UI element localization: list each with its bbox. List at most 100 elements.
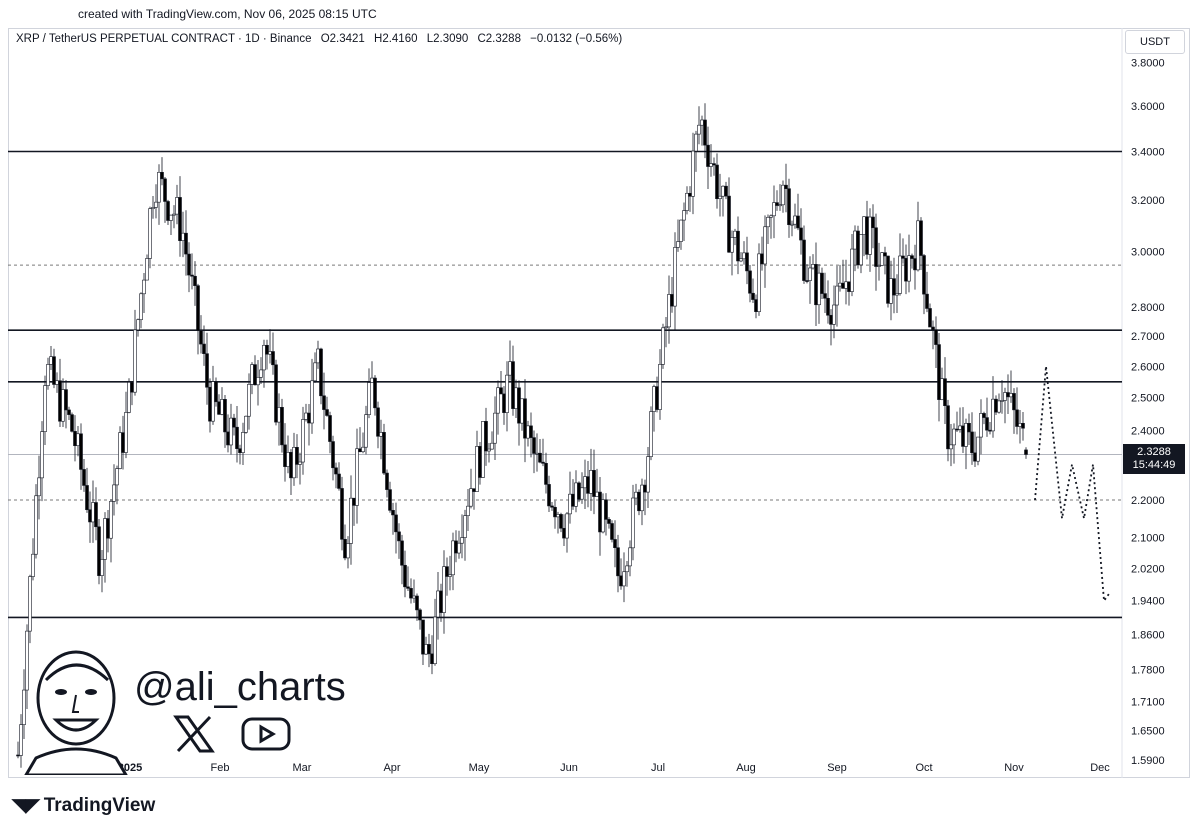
candle-body bbox=[148, 208, 152, 259]
candle-body bbox=[106, 518, 110, 539]
candle-body bbox=[451, 540, 455, 576]
candle-body bbox=[151, 207, 155, 209]
candle-body bbox=[112, 484, 116, 502]
y-tick-label: 1.7800 bbox=[1131, 665, 1165, 677]
candle-body bbox=[982, 413, 986, 418]
candle-body bbox=[760, 253, 764, 265]
candle-body bbox=[121, 432, 125, 453]
candle-body bbox=[469, 488, 473, 507]
candle-body bbox=[655, 386, 659, 410]
candle-body bbox=[535, 452, 539, 455]
candle-body bbox=[142, 279, 146, 295]
candle-body bbox=[880, 252, 884, 266]
candle-body bbox=[832, 304, 836, 325]
candle-body bbox=[778, 204, 782, 207]
candle-body bbox=[325, 409, 329, 416]
candle-body bbox=[532, 437, 536, 454]
candle-body bbox=[181, 232, 185, 241]
candle-body bbox=[844, 281, 848, 289]
candle-body bbox=[859, 234, 863, 266]
candle-body bbox=[712, 163, 716, 166]
candle-body bbox=[391, 510, 395, 516]
candle-body bbox=[193, 275, 197, 286]
candle-body bbox=[700, 119, 704, 126]
candle-body bbox=[1009, 393, 1013, 398]
currency-unit-button[interactable]: USDT bbox=[1125, 30, 1185, 54]
candle-body bbox=[235, 426, 239, 449]
candle-body bbox=[568, 493, 572, 515]
candle-body bbox=[40, 431, 44, 479]
candle-body bbox=[331, 441, 335, 469]
candle-body bbox=[127, 382, 131, 413]
candle-body bbox=[946, 405, 950, 450]
x-tick-label: Aug bbox=[736, 762, 756, 774]
candle-body bbox=[766, 216, 770, 228]
candle-body bbox=[997, 400, 1001, 413]
candle-body bbox=[76, 433, 80, 447]
candle-body bbox=[49, 356, 53, 365]
candle-body bbox=[646, 456, 650, 493]
candle-body bbox=[412, 595, 416, 599]
candle-body bbox=[715, 164, 719, 200]
watermark-handle: @ali_charts bbox=[134, 665, 346, 709]
tradingview-logo-icon: ◥◤ bbox=[12, 795, 40, 815]
candle-body bbox=[934, 329, 938, 345]
candle-body bbox=[988, 429, 992, 432]
candle-body bbox=[661, 327, 665, 365]
candle-body bbox=[364, 414, 368, 448]
x-logo-icon bbox=[173, 715, 215, 753]
candle-body bbox=[916, 220, 920, 271]
candle-body bbox=[688, 192, 692, 197]
candle-body bbox=[487, 448, 491, 452]
candle-body bbox=[652, 386, 656, 412]
candle-body bbox=[907, 255, 911, 282]
y-tick-label: 2.7000 bbox=[1131, 331, 1165, 343]
candle-body bbox=[220, 399, 224, 415]
last-price-value: 2.3288 bbox=[1137, 446, 1171, 458]
candle-body bbox=[985, 417, 989, 431]
candle-body bbox=[370, 377, 374, 383]
y-tick-label: 2.5000 bbox=[1131, 393, 1165, 405]
candle-body bbox=[814, 264, 818, 306]
candle-body bbox=[721, 185, 725, 197]
candle-body bbox=[166, 201, 170, 221]
candle-body bbox=[337, 473, 341, 489]
candle-body bbox=[169, 214, 173, 221]
candle-body bbox=[283, 444, 287, 467]
candle-body bbox=[838, 282, 842, 287]
tradingview-brand[interactable]: ◥◤ TradingView bbox=[12, 795, 155, 817]
candle-body bbox=[307, 412, 311, 424]
created-line: created with TradingView.com, Nov 06, 20… bbox=[78, 7, 377, 21]
candle-body bbox=[637, 491, 641, 512]
x-tick-label: Sep bbox=[827, 762, 847, 774]
candle-body bbox=[514, 387, 518, 409]
candle-body bbox=[889, 278, 893, 304]
candle-body bbox=[433, 616, 437, 665]
candle-body bbox=[718, 195, 722, 200]
candle-body bbox=[499, 387, 503, 395]
candle-body bbox=[58, 380, 62, 422]
candle-body bbox=[334, 467, 338, 475]
candle-body bbox=[949, 444, 953, 450]
avatar-illustration bbox=[24, 650, 128, 775]
candle-body bbox=[847, 281, 851, 292]
candle-body bbox=[52, 356, 56, 385]
candle-body bbox=[199, 330, 203, 345]
candle-body bbox=[730, 237, 734, 253]
candle-body bbox=[631, 497, 635, 549]
candle-body bbox=[205, 353, 209, 388]
x-tick-label: Mar bbox=[293, 762, 312, 774]
candle-body bbox=[808, 267, 812, 281]
candle-body bbox=[1015, 409, 1019, 427]
candle-body bbox=[634, 491, 638, 499]
symbol-label[interactable]: XRP / TetherUS PERPETUAL CONTRACT · 1D ·… bbox=[16, 33, 312, 45]
candle-body bbox=[682, 210, 686, 221]
candle-body bbox=[667, 294, 671, 328]
candle-body bbox=[622, 571, 626, 587]
y-tick-label: 1.6500 bbox=[1131, 725, 1165, 737]
candle-body bbox=[835, 285, 839, 306]
candle-body bbox=[259, 369, 263, 378]
candle-body bbox=[874, 227, 878, 267]
y-tick-label: 3.2000 bbox=[1131, 195, 1165, 207]
